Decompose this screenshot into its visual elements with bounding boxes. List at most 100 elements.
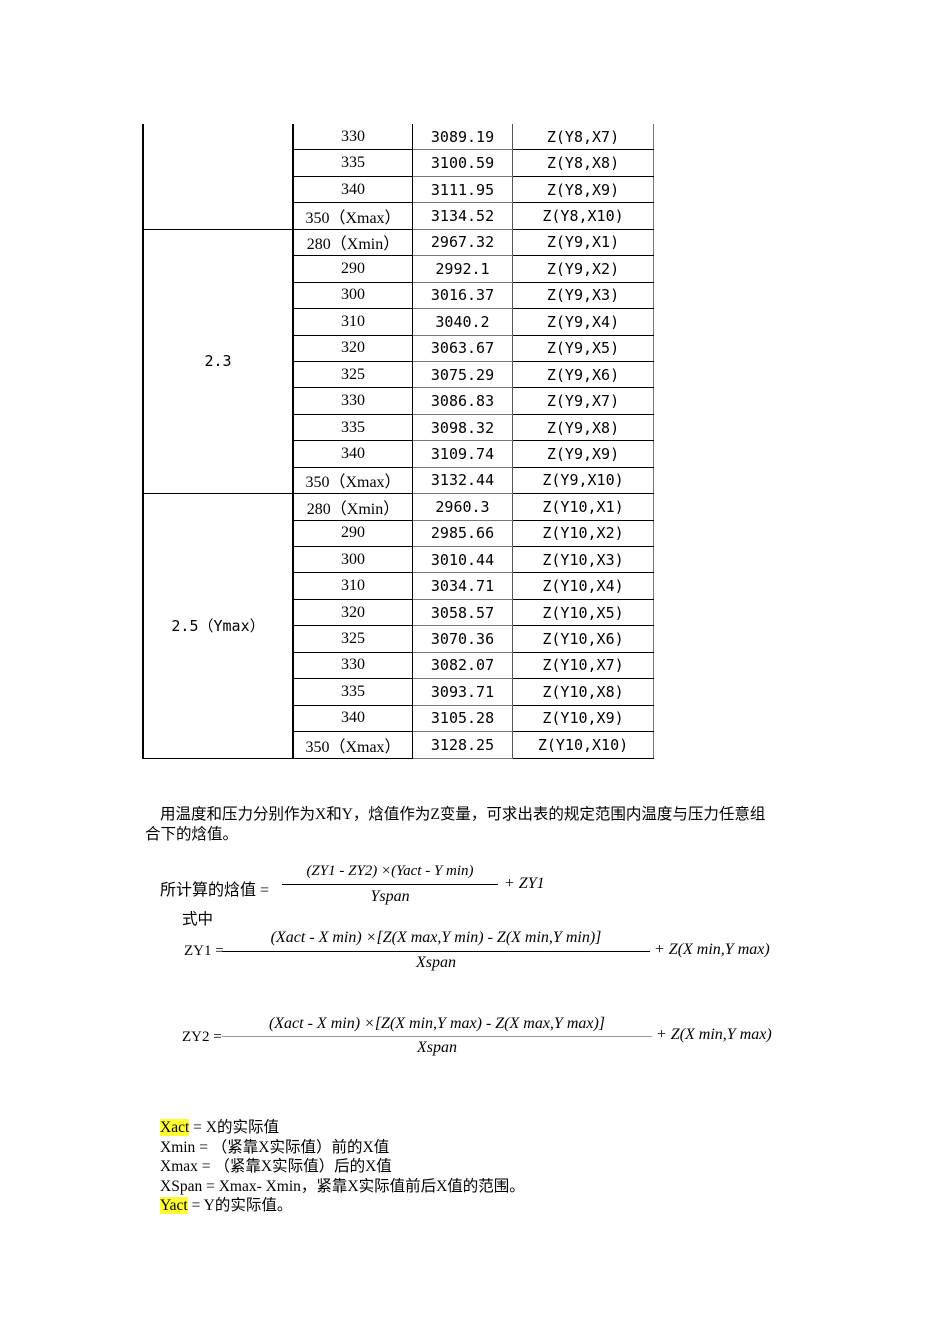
note-yact: Yact = Y的实际值。 <box>160 1196 525 1216</box>
z-label-cell: Z(Y10,X2) <box>512 519 654 548</box>
formula-zy1-numerator: (Xact - X min) ×[Z(X max,Y min) - Z(X mi… <box>270 929 602 946</box>
temperature-cell: 330 <box>292 387 413 415</box>
temperature-cell: 325 <box>292 360 413 389</box>
z-label-cell: Z(Y9,X1) <box>512 228 654 257</box>
enthalpy-table: 330 3089.19 Z(Y8,X7) 335 3100.59 Z(Y8,X8) 340 3… <box>142 124 654 759</box>
note-term: XSpan <box>160 1177 203 1195</box>
z-label-cell: Z(Y8,X8) <box>512 149 654 177</box>
table-row: 290 2992.1 Z(Y9,X2) <box>143 255 654 283</box>
note-text: = Y的实际值。 <box>187 1197 293 1214</box>
enthalpy-cell: 3058.57 <box>412 598 513 627</box>
z-label-cell: Z(Y10,X3) <box>512 545 654 574</box>
enthalpy-cell: 3105.28 <box>412 704 513 733</box>
enthalpy-cell: 3075.29 <box>412 360 513 389</box>
temperature-cell: 350（Xmax） <box>292 466 413 495</box>
temperature-cell: 300 <box>292 281 413 310</box>
temperature-cell: 310 <box>292 308 413 336</box>
z-label-cell: Z(Y9,X4) <box>512 308 654 336</box>
enthalpy-cell: 3100.59 <box>412 149 513 177</box>
enthalpy-cell: 3016.37 <box>412 281 513 310</box>
temperature-cell: 290 <box>292 255 413 283</box>
z-label-cell: Z(Y10,X4) <box>512 572 654 600</box>
temperature-cell: 330 <box>292 651 413 680</box>
table-row: 340 3111.95 Z(Y8,X9) <box>143 175 654 204</box>
table-row: 300 3016.37 Z(Y9,X3) <box>143 281 654 310</box>
temperature-cell: 280（Xmin） <box>292 228 413 257</box>
note-xmax: Xmax = （紧靠X实际值）后的X值 <box>160 1157 525 1177</box>
note-xspan: XSpan = Xmax- Xmin，紧靠X实际值前后X值的范围。 <box>160 1177 525 1197</box>
formula-zy1-lhs: ZY1 = <box>184 943 224 959</box>
formula-zy2-lhs: ZY2 = <box>182 1029 222 1045</box>
table-row: 330 3086.83 Z(Y9,X7) <box>143 387 654 415</box>
z-label-cell: Z(Y10,X6) <box>512 625 654 653</box>
temperature-cell: 340 <box>292 704 413 733</box>
enthalpy-cell: 3010.44 <box>412 545 513 574</box>
temperature-cell: 335 <box>292 678 413 706</box>
enthalpy-cell: 3128.25 <box>412 731 513 759</box>
note-term: Xmax <box>160 1158 198 1175</box>
formula-main-lhs: 所计算的焓值 = <box>160 882 270 899</box>
enthalpy-cell: 3040.2 <box>412 308 513 336</box>
note-xmin: Xmin = （紧靠X实际值）前的X值 <box>160 1138 525 1158</box>
z-label-cell: Z(Y9,X2) <box>512 255 654 283</box>
temperature-cell: 290 <box>292 519 413 548</box>
z-label-cell: Z(Y9,X8) <box>512 413 654 442</box>
table-row: 350（Xmax） 3134.52 Z(Y8,X10) <box>143 202 654 230</box>
temperature-cell: 310 <box>292 572 413 600</box>
table-row: 325 3075.29 Z(Y9,X6) <box>143 360 654 389</box>
z-label-cell: Z(Y8,X7) <box>512 124 654 151</box>
formula-main-tail: + ZY1 <box>504 875 545 892</box>
table-row: 310 3040.2 Z(Y9,X4) <box>143 308 654 336</box>
z-label-cell: Z(Y10,X9) <box>512 704 654 733</box>
note-text: = （紧靠X实际值）前的X值 <box>195 1138 390 1156</box>
table-row: 2.3 280（Xmin） 2967.32 Z(Y9,X1) <box>142 228 654 495</box>
enthalpy-cell: 3109.74 <box>412 440 513 468</box>
table-row: 340 3109.74 Z(Y9,X9) <box>143 440 654 468</box>
table-row: 320 3058.57 Z(Y10,X5) <box>143 598 654 627</box>
note-term: Xmin <box>160 1138 196 1156</box>
where-label: 式中 <box>182 911 214 928</box>
enthalpy-cell: 3086.83 <box>412 387 513 415</box>
temperature-cell: 335 <box>292 413 413 442</box>
table-row: 335 3100.59 Z(Y8,X8) <box>143 149 654 177</box>
z-label-cell: Z(Y10,X7) <box>512 651 654 680</box>
enthalpy-cell: 3089.19 <box>412 124 513 151</box>
enthalpy-cell: 2967.32 <box>412 228 513 257</box>
z-label-cell: Z(Y9,X3) <box>512 281 654 310</box>
z-label-cell: Z(Y9,X10) <box>512 466 654 495</box>
enthalpy-cell: 2992.1 <box>412 255 513 283</box>
table-row: 335 3093.71 Z(Y10,X8) <box>143 678 654 706</box>
z-label-cell: Z(Y9,X6) <box>512 360 654 389</box>
note-text: = （紧靠X实际值）后的X值 <box>197 1158 392 1175</box>
fraction-bar <box>222 1036 652 1037</box>
z-label-cell: Z(Y10,X10) <box>512 731 654 759</box>
z-label-cell: Z(Y10,X1) <box>512 493 654 521</box>
enthalpy-cell: 3134.52 <box>412 202 513 230</box>
note-text: = Xmax- Xmin，紧靠X实际值前后X值的范围。 <box>202 1177 525 1195</box>
table-row: 330 3089.19 Z(Y8,X7) <box>142 124 654 230</box>
formula-zy2-numerator: (Xact - X min) ×[Z(X min,Y max) - Z(X ma… <box>268 1015 606 1032</box>
pressure-cell <box>142 124 294 230</box>
formula-zy2-denominator: Xspan <box>417 1039 457 1056</box>
table-row: 350（Xmax） 3128.25 Z(Y10,X10) <box>143 731 654 759</box>
temperature-cell: 330 <box>292 124 413 151</box>
variable-definitions: Xact = X的实际值 Xmin = （紧靠X实际值）前的X值 Xmax = … <box>160 1118 525 1216</box>
enthalpy-cell: 3063.67 <box>412 334 513 362</box>
enthalpy-cell: 3034.71 <box>412 572 513 600</box>
table-row: 335 3098.32 Z(Y9,X8) <box>143 413 654 442</box>
enthalpy-cell: 2985.66 <box>412 519 513 548</box>
pressure-cell: 2.5（Ymax） <box>142 493 294 759</box>
fraction-bar <box>222 951 650 952</box>
enthalpy-cell: 3098.32 <box>412 413 513 442</box>
z-label-cell: Z(Y8,X9) <box>512 175 654 204</box>
temperature-cell: 320 <box>292 598 413 627</box>
formula-zy2-tail: + Z(X min,Y max) <box>656 1026 772 1043</box>
temperature-cell: 280（Xmin） <box>292 493 413 521</box>
temperature-cell: 340 <box>292 440 413 468</box>
temperature-cell: 300 <box>292 545 413 574</box>
enthalpy-cell: 2960.3 <box>412 493 513 521</box>
z-label-cell: Z(Y8,X10) <box>512 202 654 230</box>
pressure-cell: 2.3 <box>142 228 294 495</box>
z-label-cell: Z(Y9,X9) <box>512 440 654 468</box>
enthalpy-cell: 3132.44 <box>412 466 513 495</box>
